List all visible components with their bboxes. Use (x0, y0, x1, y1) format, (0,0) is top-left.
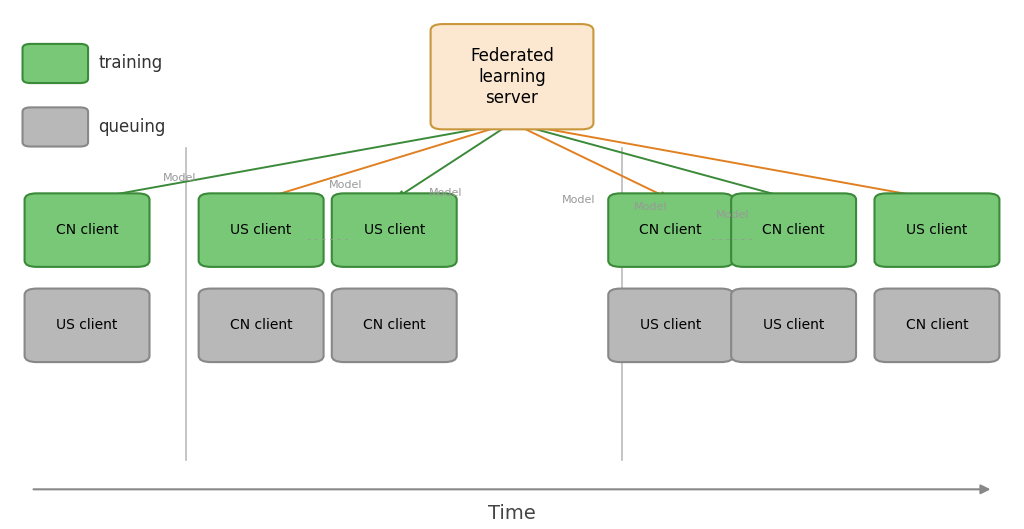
Text: - - - - - -: - - - - - - (307, 234, 348, 244)
Text: CN client: CN client (55, 223, 119, 237)
Text: CN client: CN client (639, 223, 702, 237)
FancyBboxPatch shape (332, 194, 457, 267)
Text: Model: Model (163, 172, 196, 183)
Text: US client: US client (640, 318, 701, 332)
Text: Model: Model (429, 188, 462, 198)
Text: US client: US client (230, 223, 292, 237)
FancyBboxPatch shape (25, 289, 150, 362)
Text: Model: Model (562, 195, 595, 205)
Text: CN client: CN client (362, 318, 426, 332)
Text: CN client: CN client (229, 318, 293, 332)
FancyBboxPatch shape (874, 289, 999, 362)
FancyBboxPatch shape (731, 289, 856, 362)
Text: Federated
learning
server: Federated learning server (470, 47, 554, 106)
Text: US client: US client (906, 223, 968, 237)
Text: training: training (98, 54, 163, 72)
Text: Model: Model (716, 209, 749, 220)
FancyBboxPatch shape (23, 44, 88, 83)
Text: queuing: queuing (98, 118, 166, 136)
FancyBboxPatch shape (874, 194, 999, 267)
FancyBboxPatch shape (608, 289, 733, 362)
Text: US client: US client (364, 223, 425, 237)
FancyBboxPatch shape (25, 194, 150, 267)
FancyBboxPatch shape (199, 289, 324, 362)
Text: CN client: CN client (762, 223, 825, 237)
Text: US client: US client (56, 318, 118, 332)
Text: Model: Model (330, 180, 362, 190)
FancyBboxPatch shape (199, 194, 324, 267)
Text: - - - - - -: - - - - - - (712, 234, 753, 244)
Text: Time: Time (488, 504, 536, 523)
FancyBboxPatch shape (608, 194, 733, 267)
Text: CN client: CN client (905, 318, 969, 332)
Text: Model: Model (634, 202, 667, 212)
FancyBboxPatch shape (430, 24, 594, 130)
FancyBboxPatch shape (731, 194, 856, 267)
FancyBboxPatch shape (332, 289, 457, 362)
FancyBboxPatch shape (23, 107, 88, 147)
Text: US client: US client (763, 318, 824, 332)
